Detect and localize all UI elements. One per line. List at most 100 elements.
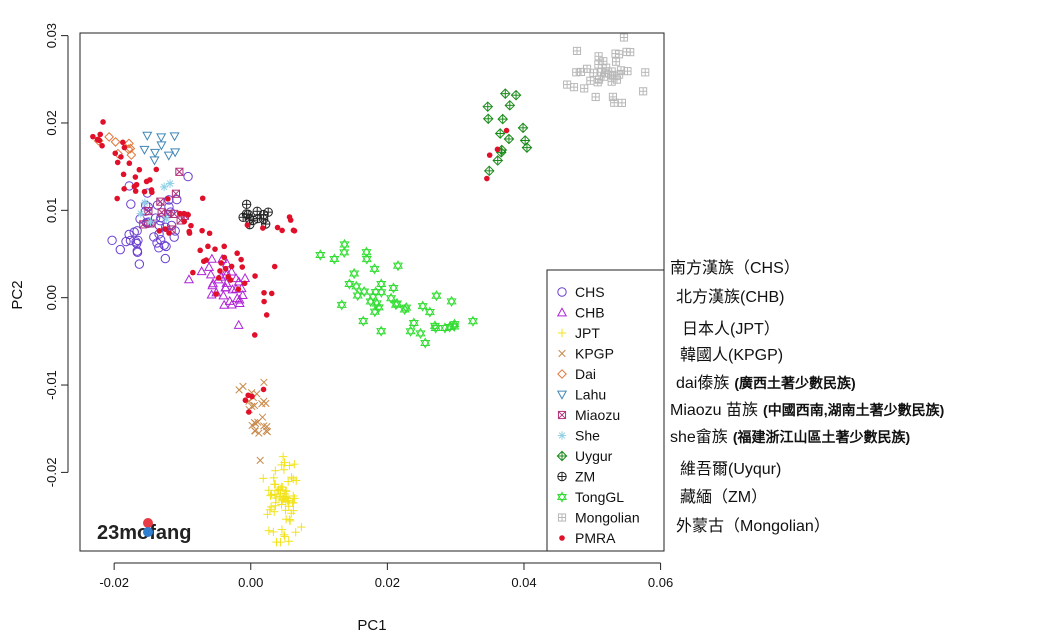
data-point-chb [205,269,216,279]
y-tick-label: 0.00 [44,285,59,310]
data-point-jpt [263,510,272,519]
data-point-pmra [242,397,249,404]
data-point-jpt [272,486,282,495]
data-point-mongolian [623,67,632,76]
data-point-uygur [482,113,494,125]
data-point-mongolian [610,98,619,107]
data-point-kpgp [256,456,264,465]
data-point-chs [121,236,131,247]
legend-item-chb: CHB [556,305,605,321]
data-point-jpt [289,506,298,515]
data-point-jpt [280,532,289,541]
data-point-she [162,214,171,224]
data-point-pmra [290,227,297,234]
data-point-pmra [112,150,119,157]
data-point-pmra [222,265,229,272]
data-point-chs [149,232,159,242]
data-point-pmra [251,332,258,338]
data-point-pmra [212,246,218,252]
data-point-pmra [147,177,153,183]
y-axis-label: PC2 [9,280,26,309]
data-point-tonggl [446,295,457,307]
data-point-tonggl [417,300,428,312]
data-point-mongolian [589,68,598,77]
data-point-jpt [291,528,300,537]
data-point-uygur [483,165,495,177]
data-point-jpt [277,525,287,534]
legend-label: ZM [575,469,595,485]
data-point-pmra [261,289,267,296]
data-point-kpgp [248,402,256,411]
data-point-pmra [234,250,240,257]
data-point-chb [221,277,232,287]
data-points [90,33,650,547]
legend-label: Miaozu [575,407,620,423]
data-point-chs [164,202,174,212]
legend-box [546,269,665,552]
data-point-mongolian [622,47,631,56]
data-point-pmra [484,175,490,182]
annotation-list: 南方漢族（CHS） 北方漢族(CHB) 日本人(JPT） 韓國人(KPGP) dai傣族… [670,259,944,535]
data-point-chs [126,199,136,209]
data-point-kpgp [239,382,247,391]
data-point-jpt [270,490,280,500]
data-point-pmra [121,186,127,192]
data-point-tonggl [339,238,350,251]
data-point-pmra [268,290,275,297]
data-point-jpt [269,527,278,537]
data-point-jpt [269,507,279,516]
data-point-lahu [142,131,153,141]
data-point-mongolian [576,67,586,77]
annotation-label: 北方漢族(CHB) [676,288,784,306]
data-point-jpt [285,515,294,524]
data-point-pmra [126,160,133,167]
legend-marker-chs [557,287,567,297]
data-point-tonggl [344,278,355,290]
legend-marker-chb [556,307,568,317]
data-point-uygur [519,135,531,146]
data-point-tonggl [336,299,347,311]
data-point-she [165,179,175,188]
data-point-tonggl [449,318,460,330]
data-point-chs [107,235,117,246]
data-point-pmra [239,264,246,270]
data-point-chs [152,238,162,248]
data-point-tonggl [415,327,426,339]
data-point-lahu [169,132,180,142]
legend-marker-kpgp [558,349,566,358]
legend-label: JPT [575,325,600,341]
data-point-pmra [131,183,138,190]
data-point-jpt [290,459,299,469]
data-point-lahu [149,156,160,166]
data-point-jpt [283,494,293,503]
annotation-label: Miaozu 苗族 (中國西南,湖南土著少數民族) [670,401,944,419]
data-point-jpt [279,530,289,540]
data-point-chb [239,272,251,283]
legend-item-miaozu: Miaozu [557,407,620,423]
data-point-she [146,217,155,226]
data-point-pmra [213,291,219,297]
data-point-miaozu [144,206,153,216]
legend-marker-lahu [556,390,568,400]
data-point-jpt [269,473,278,483]
x-tick-label: 0.04 [511,575,536,590]
data-point-jpt [283,477,293,486]
data-point-tonggl [388,282,399,294]
annotation-label: dai傣族 (廣西土著少數民族) [676,374,856,392]
data-point-chb [218,290,229,300]
data-point-pmra [97,131,104,138]
data-point-pmra [132,174,139,180]
data-point-jpt [278,495,287,504]
data-point-tonggl [371,297,382,310]
data-point-dai [110,137,121,147]
data-point-pmra [486,152,493,158]
data-point-chs [160,253,171,264]
data-point-tonggl [424,306,435,318]
data-point-pmra [120,139,126,146]
data-point-chs [131,237,141,247]
data-point-tonggl [399,303,410,316]
y-tick-label: 0.03 [44,23,59,48]
data-point-uygur [521,142,533,153]
data-point-miaozu [156,197,165,206]
data-point-pmra [200,258,207,265]
